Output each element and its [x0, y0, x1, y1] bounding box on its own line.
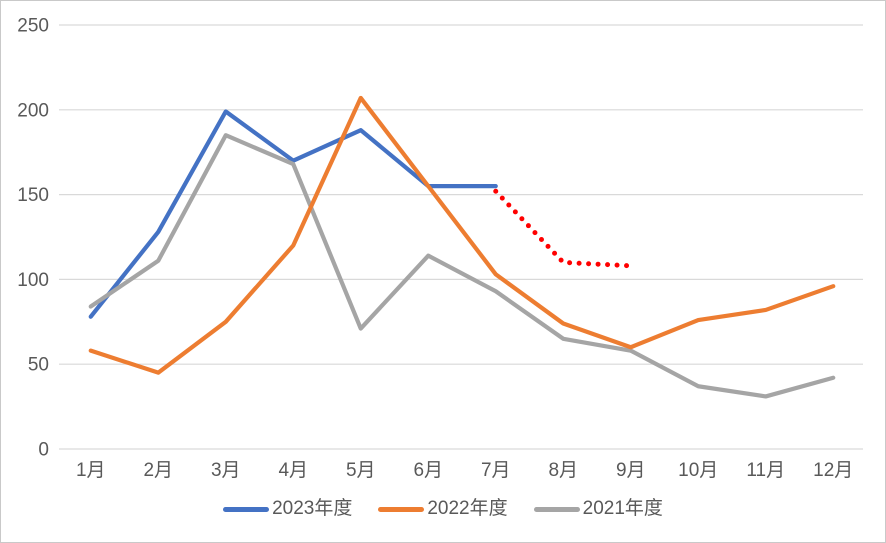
x-axis-labels: 1月 2月 3月 4月 5月 6月 7月 8月 9月 10月 11月 12月 — [76, 460, 853, 481]
x-tick-label-5: 5月 — [346, 460, 376, 481]
series-line-2021年度 — [88, 133, 836, 399]
y-tick-label-150: 150 — [17, 185, 49, 206]
x-tick-label-2: 2月 — [143, 460, 173, 481]
x-tick-label-6: 6月 — [413, 460, 443, 481]
y-tick-label-50: 50 — [28, 355, 49, 376]
x-tick-label-9: 9月 — [616, 460, 646, 481]
series-line-2022年度 — [88, 95, 836, 375]
x-tick-label-8: 8月 — [548, 460, 578, 481]
y-tick-label-100: 100 — [17, 270, 49, 291]
legend-label-2023: 2023年度 — [272, 498, 353, 519]
legend-label-2021: 2021年度 — [582, 498, 663, 519]
legend-label-2022: 2022年度 — [427, 498, 508, 519]
gridlines — [59, 24, 863, 450]
x-tick-label-4: 4月 — [278, 460, 308, 481]
x-tick-label-7: 7月 — [481, 460, 511, 481]
y-tick-label-0: 0 — [38, 440, 49, 461]
series-lines — [88, 95, 836, 399]
y-axis-labels: 0 50 100 150 200 250 — [17, 16, 49, 461]
y-tick-label-250: 250 — [17, 16, 49, 37]
y-tick-label-200: 200 — [17, 100, 49, 121]
legend-item-2021: 2021年度 — [533, 498, 663, 520]
series-line-2023年度 — [88, 109, 498, 319]
series-line-forecast-dotted — [493, 188, 634, 269]
x-tick-label-11: 11月 — [746, 460, 785, 481]
legend-item-2023: 2023年度 — [223, 498, 353, 520]
legend-swatch-2021 — [533, 506, 580, 512]
legend-swatch-2022 — [378, 506, 425, 512]
x-tick-label-1: 1月 — [76, 460, 106, 481]
x-tick-label-10: 10月 — [678, 460, 718, 481]
x-tick-label-3: 3月 — [211, 460, 241, 481]
legend-swatch-2023 — [223, 506, 270, 512]
x-tick-label-12: 12月 — [813, 460, 853, 481]
legend-item-2022: 2022年度 — [378, 498, 508, 520]
legend: 2023年度 2022年度 2021年度 — [1, 498, 885, 520]
